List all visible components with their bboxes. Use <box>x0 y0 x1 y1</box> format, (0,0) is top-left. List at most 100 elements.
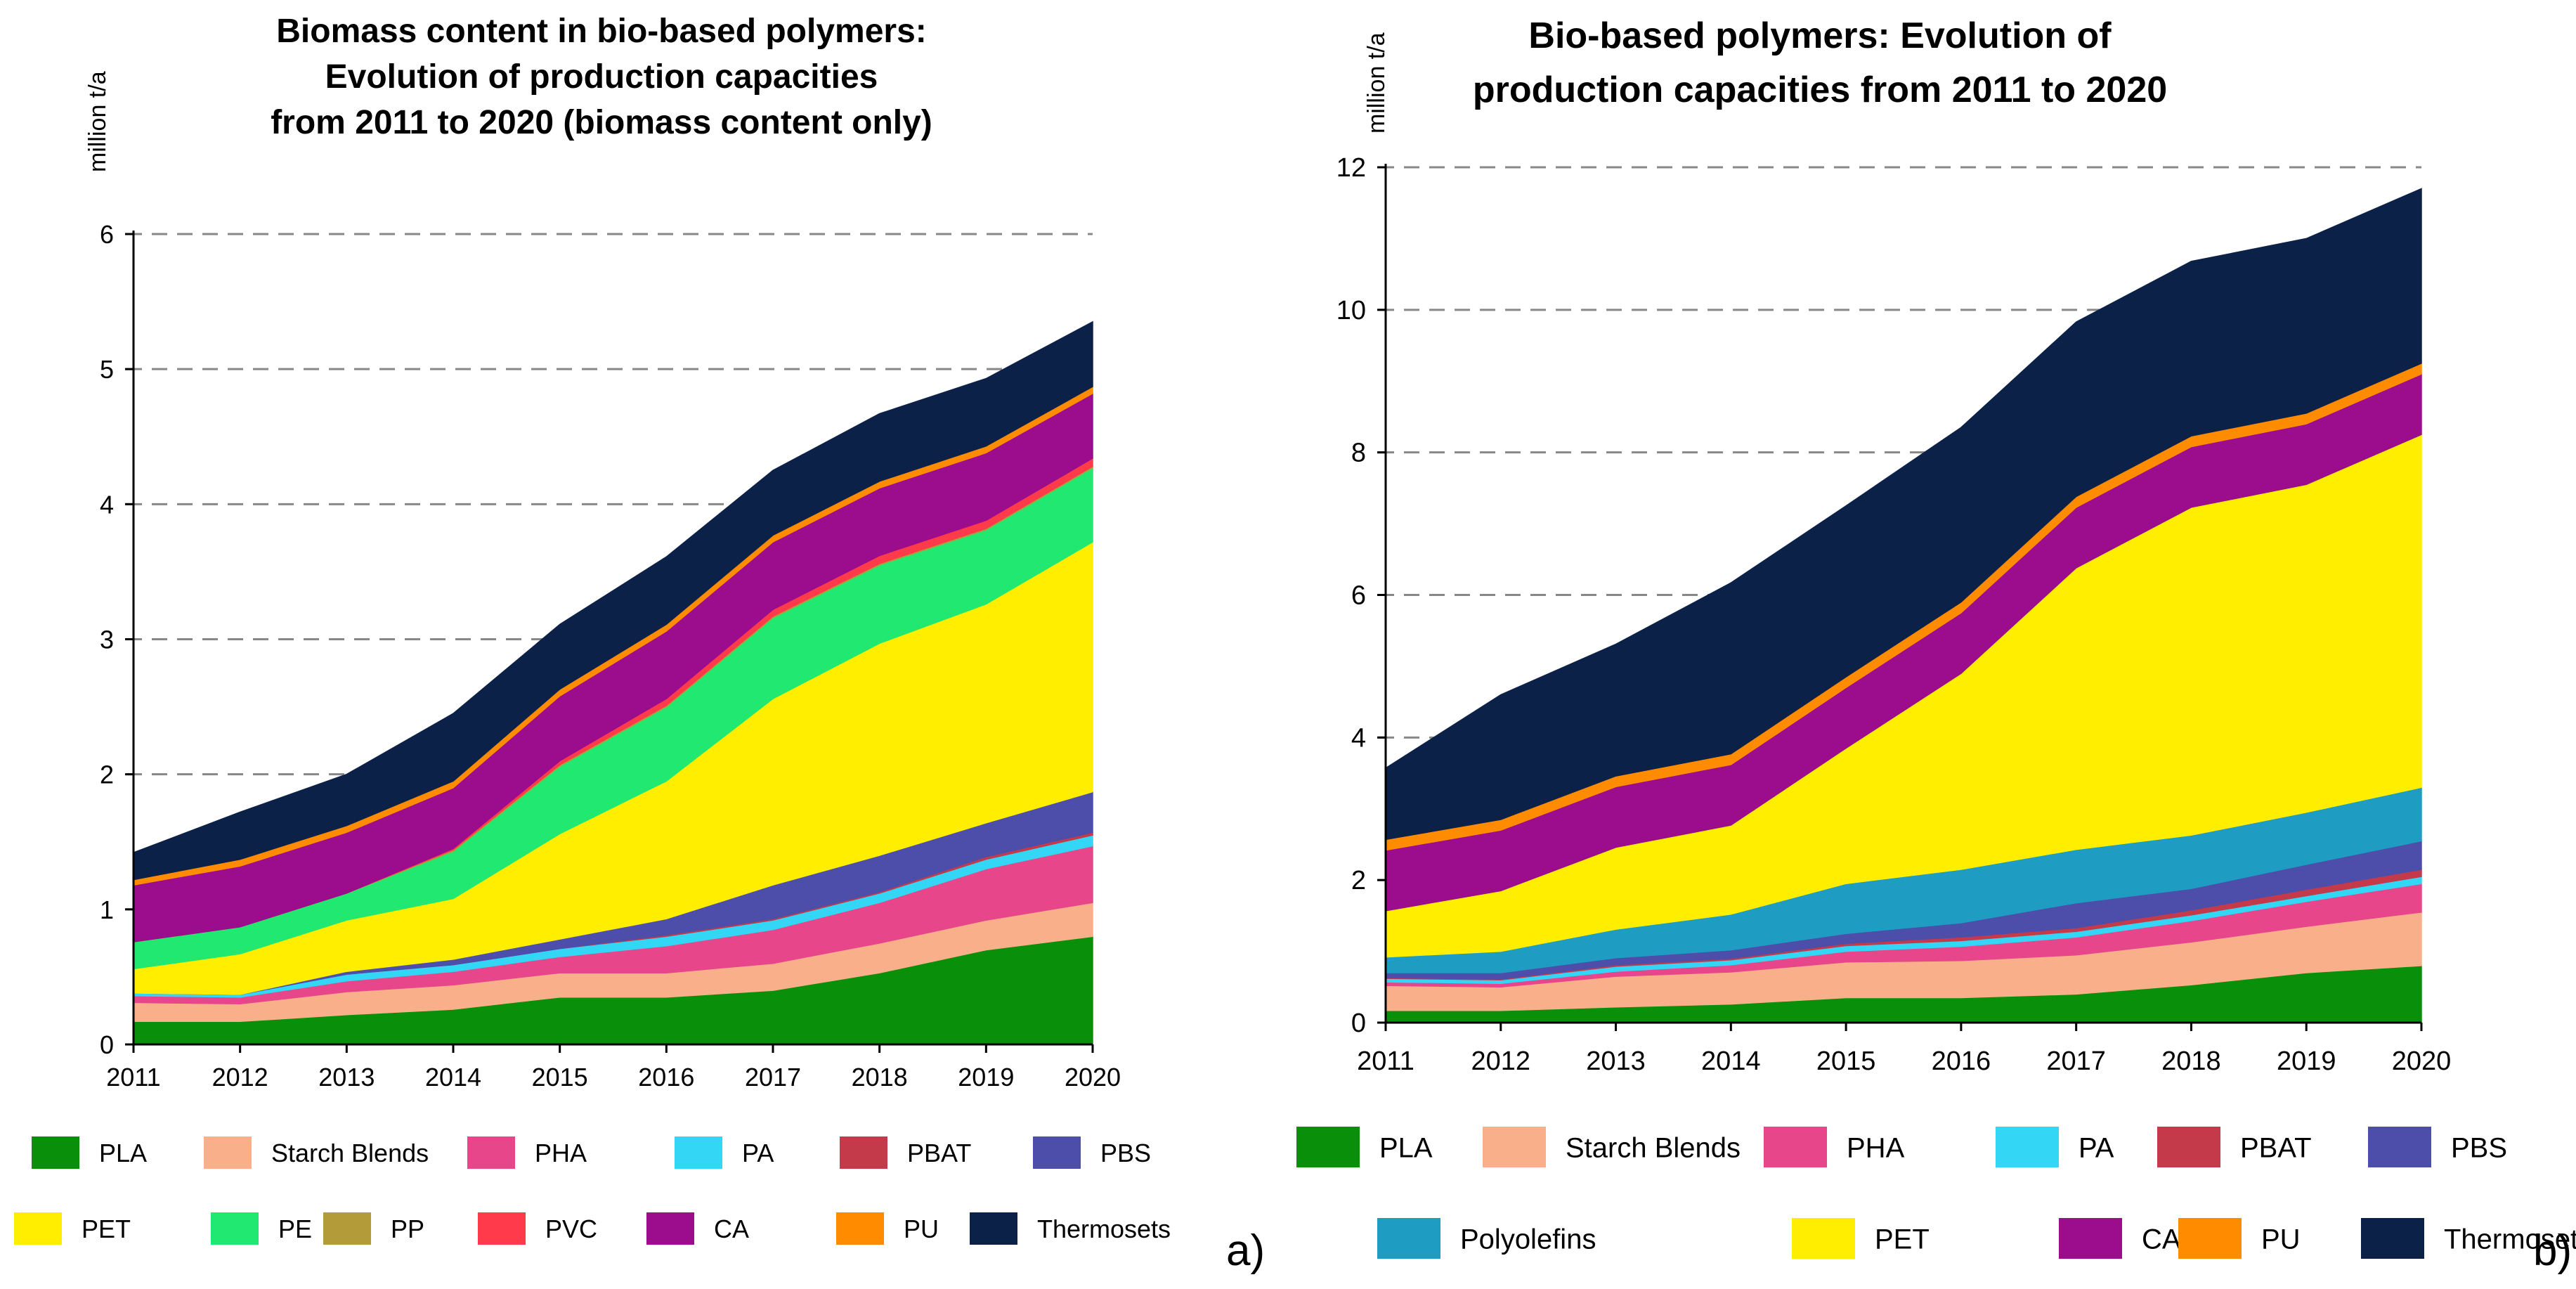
chart-a-legend-label-pe: PE <box>278 1214 312 1243</box>
chart-a-legend-swatch-pu <box>836 1212 884 1245</box>
chart-a-y-tick-label: 0 <box>100 1030 114 1059</box>
chart-b-y-tick-label: 0 <box>1351 1009 1366 1038</box>
chart-a-legend-swatch-ca <box>646 1212 694 1245</box>
chart-a-x-tick-label: 2020 <box>1065 1063 1121 1092</box>
chart-a-legend-label-pbs: PBS <box>1100 1139 1151 1167</box>
chart-b-legend-label-pbat: PBAT <box>2240 1132 2312 1163</box>
chart-a-area-thermosets <box>133 320 1093 881</box>
chart-b-x-tick-label: 2017 <box>2046 1047 2106 1076</box>
chart-a-legend-label-pa: PA <box>742 1139 774 1167</box>
chart-b-x-tick-label: 2012 <box>1471 1047 1531 1076</box>
chart-a-y-tick-label: 2 <box>100 760 114 789</box>
chart-a-title-line-1: Biomass content in bio-based polymers: <box>276 13 927 50</box>
chart-a-x-ticks: 2011 2012 2013 2014 2015 2016 2017 2018 2019 2020 <box>106 1044 1121 1092</box>
chart-b-legend-label-pa: PA <box>2079 1132 2114 1163</box>
chart-b-y-tick-label: 8 <box>1351 439 1366 468</box>
chart-a-legend: PLA Starch Blends PHA PA PBAT PBS PET PE PP PVC CA… <box>14 1136 1171 1245</box>
chart-a-legend-swatch-pa <box>675 1136 722 1169</box>
chart-b-x-ticks: 2011 2012 2013 2014 2015 2016 2017 2018 2019 2020 <box>1357 1023 2451 1076</box>
chart-b-legend-label-polyolefins: Polyolefins <box>1460 1224 1596 1255</box>
chart-b-y-tick-label: 6 <box>1351 581 1366 611</box>
chart-a-x-tick-label: 2011 <box>106 1063 160 1092</box>
chart-b-y-tick-label: 2 <box>1351 866 1366 895</box>
chart-a-y-tick-label: 5 <box>100 355 114 384</box>
chart-a-legend-swatch-thermosets <box>970 1212 1017 1245</box>
chart-b-legend-label-ca: CA <box>2142 1224 2181 1255</box>
chart-a-legend-swatch-starch-blends <box>204 1136 252 1169</box>
chart-a-y-tick-label: 4 <box>100 490 114 519</box>
chart-a-legend-label-thermosets: Thermosets <box>1037 1214 1171 1243</box>
chart-a-legend-swatch-pla <box>32 1136 79 1169</box>
chart-b-legend-swatch-starch-blends <box>1483 1127 1546 1167</box>
chart-a-legend-swatch-pha <box>467 1136 515 1169</box>
chart-a-x-tick-label: 2012 <box>212 1063 268 1092</box>
chart-a-x-tick-label: 2017 <box>745 1063 801 1092</box>
chart-b-y-axis-label: million t/a <box>1363 32 1390 134</box>
chart-a-legend-label-pu: PU <box>904 1214 939 1243</box>
chart-a-x-tick-label: 2019 <box>958 1063 1014 1092</box>
chart-a-legend-label-pha: PHA <box>535 1139 587 1167</box>
chart-b-areas <box>1380 164 2422 1028</box>
chart-b-x-tick-label: 2011 <box>1357 1047 1414 1076</box>
chart-b-title-line-1: Bio-based polymers: Evolution of <box>1528 15 2112 56</box>
chart-a-legend-swatch-pvc <box>478 1212 526 1245</box>
chart-b-legend-label-starch-blends: Starch Blends <box>1566 1132 1741 1163</box>
chart-b-legend: PLA Starch Blends PHA PA PBAT PBS Polyolefins P… <box>1296 1127 2576 1259</box>
chart-a-legend-label-ca: CA <box>714 1214 749 1243</box>
chart-a-x-tick-label: 2018 <box>852 1063 908 1092</box>
chart-b-x-tick-label: 2018 <box>2161 1047 2221 1076</box>
chart-a-legend-label-pet: PET <box>82 1214 131 1243</box>
chart-b-legend-label-pha: PHA <box>1847 1132 1905 1163</box>
chart-b-x-tick-label: 2020 <box>2392 1047 2452 1076</box>
chart-a-x-tick-label: 2013 <box>318 1063 375 1092</box>
chart-b-x-tick-label: 2019 <box>2277 1047 2336 1076</box>
chart-b-y-tick-label: 12 <box>1336 153 1366 183</box>
chart-b-area-thermosets <box>1385 188 2422 841</box>
chart-a-x-tick-label: 2014 <box>425 1063 481 1092</box>
chart-b-legend-swatch-polyolefins <box>1377 1218 1440 1259</box>
chart-a-title-line-2: Evolution of production capacities <box>325 58 878 96</box>
chart-a-legend-swatch-pe <box>211 1212 259 1245</box>
chart-a-y-tick-label: 1 <box>100 895 114 924</box>
chart-b-legend-swatch-pbs <box>2368 1127 2431 1167</box>
chart-panel-a: Biomass content in bio-based polymers: E… <box>14 13 1265 1275</box>
chart-a-y-tick-label: 6 <box>100 220 114 249</box>
chart-b-legend-swatch-ca <box>2059 1218 2122 1259</box>
chart-a-legend-label-pbat: PBAT <box>907 1139 971 1167</box>
chart-b-legend-swatch-pa <box>1996 1127 2059 1167</box>
chart-b-y-tick-label: 4 <box>1351 723 1366 753</box>
chart-a-legend-label-starch-blends: Starch Blends <box>271 1139 429 1167</box>
chart-b-x-tick-label: 2014 <box>1701 1047 1761 1076</box>
chart-b-legend-swatch-pla <box>1296 1127 1360 1167</box>
chart-b-legend-swatch-pu <box>2178 1218 2242 1259</box>
chart-a-panel-tag: a) <box>1226 1226 1265 1275</box>
chart-a-y-tick-label: 3 <box>100 626 114 654</box>
chart-a-legend-label-pp: PP <box>391 1214 424 1243</box>
chart-b-y-tick-label: 10 <box>1336 296 1366 325</box>
chart-b-panel-tag: b) <box>2533 1226 2572 1275</box>
chart-a-legend-swatch-pp <box>323 1212 371 1245</box>
chart-a-x-tick-label: 2016 <box>638 1063 694 1092</box>
chart-b-y-ticks: 0 2 4 6 8 10 12 <box>1336 153 1386 1038</box>
chart-b-legend-swatch-thermosets <box>2361 1218 2424 1259</box>
chart-b-legend-swatch-pbat <box>2157 1127 2220 1167</box>
chart-b-legend-swatch-pha <box>1764 1127 1827 1167</box>
chart-a-legend-label-pvc: PVC <box>545 1214 597 1243</box>
chart-a-title-line-3: from 2011 to 2020 (biomass content only) <box>271 104 932 141</box>
chart-b-x-tick-label: 2016 <box>1932 1047 1991 1076</box>
chart-b-legend-swatch-pet <box>1792 1218 1855 1259</box>
chart-a-y-axis-label: million t/a <box>84 71 111 172</box>
chart-b-x-tick-label: 2013 <box>1586 1047 1646 1076</box>
chart-a-x-tick-label: 2015 <box>532 1063 588 1092</box>
chart-a-legend-label-pla: PLA <box>99 1139 147 1167</box>
chart-b-legend-label-pu: PU <box>2261 1224 2301 1255</box>
chart-b-legend-label-pla: PLA <box>1379 1132 1433 1163</box>
chart-panel-b: Bio-based polymers: Evolution of product… <box>1296 15 2576 1275</box>
chart-b-title-line-2: production capacities from 2011 to 2020 <box>1473 70 2167 110</box>
chart-b-legend-label-pbs: PBS <box>2451 1132 2507 1163</box>
chart-a-y-ticks: 0 1 2 3 4 5 6 <box>100 220 134 1059</box>
chart-b-legend-label-thermosets: Thermosets <box>2444 1224 2576 1255</box>
chart-a-legend-swatch-pbs <box>1033 1136 1081 1169</box>
chart-a-legend-swatch-pet <box>14 1212 62 1245</box>
